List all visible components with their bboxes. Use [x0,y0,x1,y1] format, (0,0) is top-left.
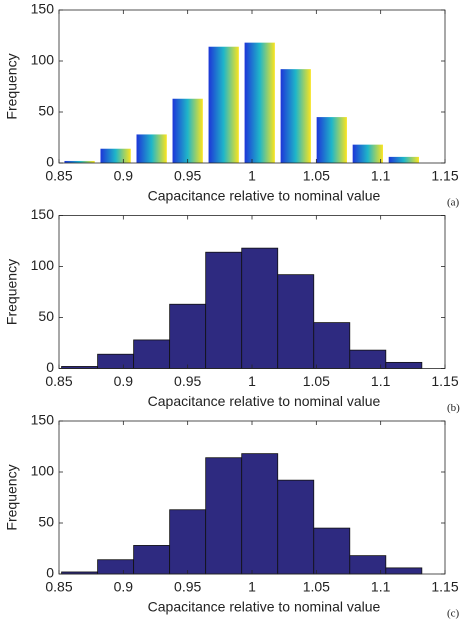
x-tick-label: 0.95 [174,579,201,595]
y-tick-label: 100 [31,52,55,68]
x-tick-label: 1.15 [431,373,458,389]
x-tick-label: 1 [248,373,256,389]
x-tick-label: 0.95 [174,168,201,184]
panel-label: (a) [447,197,460,209]
bar [313,527,351,575]
y-tick-label: 0 [46,359,54,375]
bar [241,247,279,369]
bar [172,98,203,163]
x-tick-label: 0.9 [114,168,134,184]
x-tick-label: 1.05 [303,168,330,184]
x-tick-label: 0.85 [45,579,72,595]
x-tick-label: 0.9 [114,579,134,595]
bar [136,134,167,163]
x-tick-label: 1.05 [303,579,330,595]
bar [169,509,207,575]
y-tick-label: 150 [31,412,55,428]
x-tick-label: 1.1 [371,579,391,595]
y-tick-label: 100 [31,257,55,273]
bar [133,545,171,575]
bar [280,69,311,163]
x-tick-label: 1.15 [431,168,458,184]
bar [241,453,279,575]
y-tick-label: 150 [31,206,55,222]
bar [169,303,207,369]
bar [205,251,243,369]
y-tick-label: 50 [38,103,54,119]
bar [385,567,423,575]
x-tick-label: 1.15 [431,579,458,595]
y-tick-label: 0 [46,565,54,581]
bar [64,160,95,163]
y-tick-label: 50 [38,308,54,324]
x-tick-label: 0.95 [174,373,201,389]
bar [208,46,239,163]
y-axis-label: Frequency [4,53,20,119]
x-tick-label: 1.1 [371,168,391,184]
bar [352,144,383,163]
bar [97,559,135,575]
x-axis-label: Capacitance relative to nominal value [148,393,381,409]
bar [277,274,315,369]
bar [97,353,135,369]
bar [100,148,131,163]
bar [385,361,423,369]
bar [316,117,347,163]
bar [244,42,275,163]
x-tick-label: 1 [248,579,256,595]
x-tick-label: 1.1 [371,373,391,389]
y-axis-label: Frequency [4,464,20,530]
bar [313,322,351,369]
x-tick-label: 0.9 [114,373,134,389]
panel-label: (c) [447,608,460,620]
bar [133,339,171,369]
bar [388,156,419,163]
x-axis-label: Capacitance relative to nominal value [148,188,381,204]
x-tick-label: 1.05 [303,373,330,389]
x-tick-label: 1 [248,168,256,184]
bar [277,479,315,575]
y-tick-label: 100 [31,463,55,479]
x-axis-label: Capacitance relative to nominal value [148,599,381,615]
y-tick-label: 150 [31,1,55,17]
y-tick-label: 0 [46,154,54,170]
x-tick-label: 0.85 [45,168,72,184]
bar [205,457,243,575]
panel-label: (b) [447,402,460,414]
y-axis-label: Frequency [4,259,20,325]
y-tick-label: 50 [38,514,54,530]
x-tick-label: 0.85 [45,373,72,389]
